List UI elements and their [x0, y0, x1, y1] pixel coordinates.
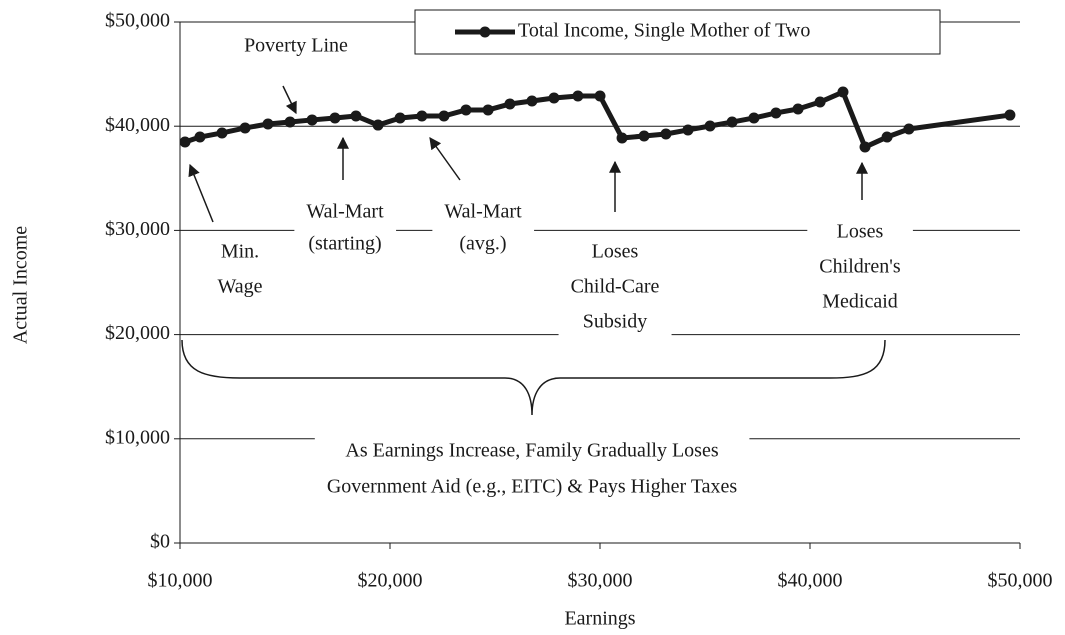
annotation-text: (avg.) [459, 233, 506, 255]
point [748, 112, 760, 124]
point [594, 90, 606, 102]
point [704, 120, 716, 132]
point [482, 104, 494, 116]
y-tick-label: $50,000 [105, 10, 170, 32]
annotation: Loses Child-Care Subsidy [558, 236, 672, 337]
x-tick-label: $10,000 [148, 570, 213, 592]
legend-label: Total Income, Single Mother of Two [518, 20, 810, 42]
y-axis-title: Actual Income [10, 226, 32, 344]
point [814, 96, 826, 108]
point [329, 112, 341, 124]
point [903, 123, 915, 135]
annotation-text: Government Aid (e.g., EITC) & Pays Highe… [327, 476, 738, 498]
point [548, 92, 560, 104]
point [194, 131, 206, 143]
point [616, 132, 628, 144]
annotation-text: (starting) [308, 233, 381, 255]
point [572, 90, 584, 102]
point [859, 141, 871, 153]
annotation-text: Subsidy [583, 311, 647, 333]
point [372, 119, 384, 131]
x-tick-label: $40,000 [778, 570, 843, 592]
point [526, 95, 538, 107]
point [660, 128, 672, 140]
annotation-text: Wage [217, 276, 262, 298]
annotation-text: Wal-Mart [444, 201, 522, 223]
annotation-background [807, 216, 913, 317]
point [460, 104, 472, 116]
point [837, 86, 849, 98]
annotation-arrow [282, 85, 297, 115]
point [350, 110, 362, 122]
y-tick-label: $0 [150, 531, 170, 553]
y-tick-label: $20,000 [105, 322, 170, 344]
annotation-background [432, 196, 535, 259]
annotation-text: Loses [592, 241, 639, 263]
annotation-background [205, 236, 275, 302]
annotation-text: Wal-Mart [306, 201, 384, 223]
annotation-text: Medicaid [822, 291, 898, 313]
point [262, 118, 274, 130]
point [416, 110, 428, 122]
point [638, 130, 650, 142]
annotation-arrow [188, 163, 214, 223]
annotation-text: As Earnings Increase, Family Gradually L… [345, 440, 718, 462]
x-tick-label: $50,000 [988, 570, 1053, 592]
annotation-background [294, 196, 397, 259]
legend-marker [479, 26, 491, 38]
point [726, 116, 738, 128]
annotation: Poverty Line [232, 30, 361, 61]
annotation: Loses Children's Medicaid [807, 216, 913, 317]
annotation-background [232, 30, 361, 61]
annotation-text: Min. [221, 241, 259, 263]
annotation: Min. Wage [205, 236, 275, 302]
point [1004, 109, 1016, 121]
annotation-background [314, 435, 750, 502]
point [504, 98, 516, 110]
x-axis-title: Earnings [564, 608, 635, 630]
annotation-background [558, 236, 672, 337]
annotation-arrow [429, 137, 461, 181]
annotation: Wal-Mart (avg.) [432, 196, 535, 259]
annotation-text: Child-Care [571, 276, 660, 298]
y-tick-label: $40,000 [105, 114, 170, 136]
y-tick-label: $30,000 [105, 218, 170, 240]
annotation-text: Poverty Line [244, 35, 348, 57]
y-tick-label: $10,000 [105, 426, 170, 448]
point [770, 107, 782, 119]
annotation: Wal-Mart (starting) [294, 196, 397, 259]
annotation: As Earnings Increase, Family Gradually L… [314, 435, 750, 502]
point [682, 124, 694, 136]
annotation-text: Children's [819, 256, 901, 278]
brace [181, 339, 886, 416]
x-tick-label: $20,000 [358, 570, 423, 592]
point [239, 122, 251, 134]
point [881, 131, 893, 143]
point [306, 114, 318, 126]
point [216, 127, 228, 139]
annotation-text: Loses [837, 221, 884, 243]
point [179, 136, 191, 148]
x-tick-label: $30,000 [568, 570, 633, 592]
point [394, 112, 406, 124]
point [792, 103, 804, 115]
point [284, 116, 296, 128]
point [438, 110, 450, 122]
